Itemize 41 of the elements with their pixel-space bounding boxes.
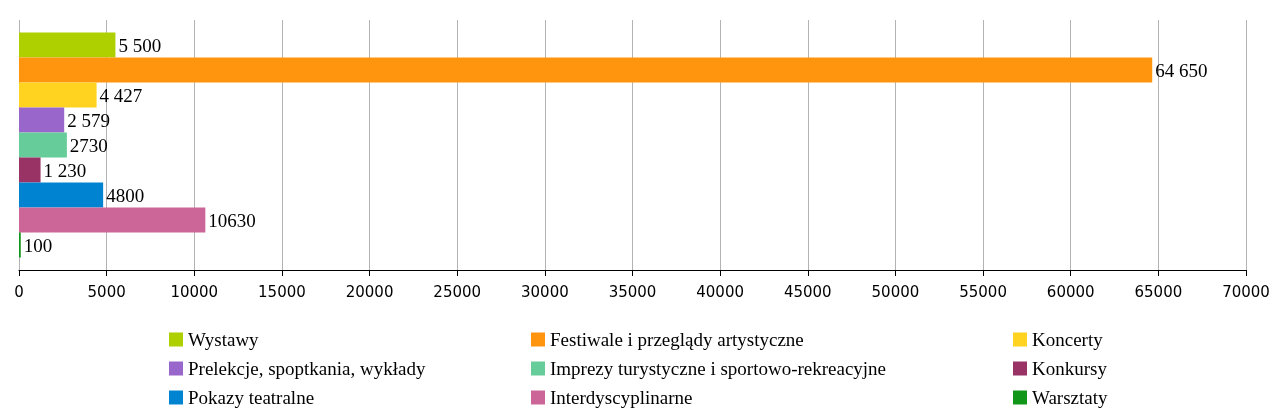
bar [19,107,65,133]
legend-label: Konkursy [1032,358,1108,379]
bar [19,32,116,58]
legend-label: Interdyscyplinarne [550,387,693,408]
legend-label: Prelekcje, spoptkania, wykłady [188,358,426,379]
x-tick-label: 35000 [608,282,657,301]
x-tick-label: 30000 [521,282,569,301]
data-label: 1 230 [43,159,87,181]
data-label: 5 500 [118,34,162,56]
bar [19,82,97,108]
bar [19,157,41,183]
legend-label: Wystawy [188,329,260,350]
x-tick-label: 70000 [1222,282,1270,301]
data-label: 4 427 [99,84,143,106]
legend-label: Pokazy teatralne [188,387,315,408]
x-tick-label: 10000 [170,282,219,301]
legend-label: Imprezy turystyczne i sportowo-rekreacyjne [550,358,887,379]
data-label: 10630 [208,209,256,231]
x-tick-label: 15000 [258,282,306,301]
x-tick-label: 55000 [959,282,1007,301]
x-tick-label: 60000 [1046,282,1095,301]
legend-label: Festiwale i przeglądy artystyczne [550,329,804,350]
x-tick-label: 5000 [87,282,126,301]
x-tick-label: 20000 [345,282,394,301]
data-label: 100 [23,234,53,256]
legend-label: Koncerty [1032,329,1104,350]
data-label: 64 650 [1155,59,1208,81]
data-label: 4800 [106,184,145,206]
bar [19,57,1153,83]
x-tick-label: 0 [14,282,24,301]
data-label: 2730 [69,134,108,156]
x-tick-label: 50000 [871,282,920,301]
x-tick-label: 45000 [783,282,832,301]
bar [19,182,104,208]
bar [19,207,206,233]
data-label: 2 579 [67,109,110,131]
bar [19,132,67,158]
x-tick-label: 65000 [1134,282,1183,301]
legend-label: Warsztaty [1032,387,1108,408]
x-tick-label: 25000 [433,282,482,301]
x-tick-label: 40000 [696,282,744,301]
